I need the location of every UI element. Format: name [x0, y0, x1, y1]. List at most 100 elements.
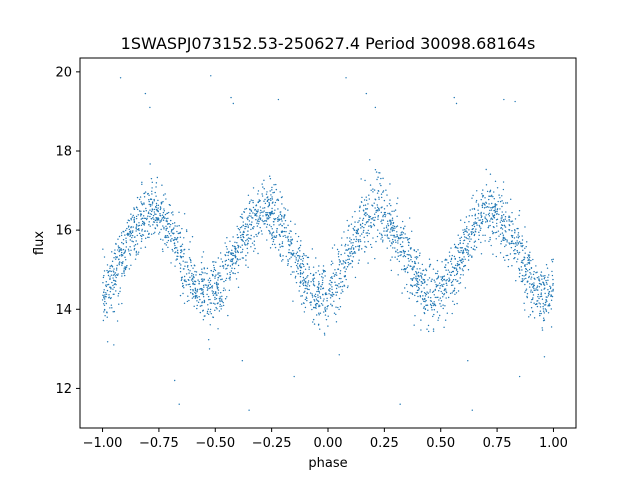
data-point: [385, 189, 387, 191]
data-point: [198, 273, 201, 276]
data-point: [230, 270, 233, 272]
data-point: [146, 230, 149, 232]
data-point: [363, 251, 366, 253]
data-point: [270, 199, 272, 202]
data-point: [427, 279, 429, 281]
data-point: [481, 215, 483, 217]
data-point: [294, 277, 297, 279]
data-point: [209, 324, 211, 326]
data-point: [514, 218, 517, 220]
data-point: [306, 285, 308, 287]
data-point: [121, 255, 123, 257]
data-point: [116, 256, 118, 258]
data-point: [457, 250, 459, 252]
data-point: [343, 285, 346, 287]
data-point: [232, 236, 234, 238]
data-point: [354, 252, 357, 254]
data-point: [247, 226, 249, 229]
data-point: [393, 234, 395, 237]
data-point: [195, 274, 197, 276]
data-point: [320, 276, 323, 278]
data-point: [380, 238, 382, 240]
data-point: [211, 290, 213, 292]
data-point: [148, 224, 150, 226]
data-point: [392, 221, 395, 224]
data-point: [310, 281, 312, 283]
data-point: [259, 226, 261, 229]
data-point: [149, 225, 151, 227]
data-point: [526, 257, 529, 259]
data-point: [270, 225, 272, 228]
data-point: [335, 291, 337, 293]
data-point: [488, 198, 490, 201]
data-point: [430, 296, 432, 299]
data-point: [417, 262, 420, 264]
data-point: [317, 288, 319, 291]
data-point: [530, 307, 533, 309]
data-point: [387, 224, 390, 227]
data-point: [466, 249, 469, 251]
data-point: [300, 263, 302, 265]
data-point: [265, 215, 267, 217]
data-point: [283, 230, 286, 233]
data-point: [232, 102, 235, 105]
data-point: [390, 221, 392, 223]
data-point: [430, 300, 433, 302]
data-point: [312, 278, 314, 280]
data-point: [112, 293, 114, 295]
data-point: [156, 225, 159, 227]
data-point: [304, 268, 307, 270]
data-point: [527, 262, 529, 264]
data-point: [165, 228, 167, 230]
data-point: [439, 303, 441, 305]
data-point: [301, 262, 304, 265]
data-point: [306, 263, 309, 265]
data-point: [147, 212, 150, 215]
data-point: [414, 262, 417, 265]
data-point: [513, 257, 515, 260]
data-point: [165, 244, 168, 246]
data-point: [541, 298, 544, 300]
data-point: [209, 298, 211, 301]
data-point: [271, 235, 273, 237]
data-point: [421, 281, 423, 283]
data-point: [129, 254, 132, 256]
data-point: [450, 247, 452, 249]
data-point: [545, 310, 548, 312]
data-point: [450, 257, 453, 260]
data-point: [485, 221, 487, 223]
data-point: [303, 302, 305, 305]
data-point: [194, 289, 197, 292]
data-point: [316, 302, 319, 305]
data-point: [383, 213, 386, 216]
data-point: [164, 213, 167, 216]
data-point: [106, 316, 108, 318]
data-point: [355, 232, 358, 235]
data-point: [424, 295, 427, 297]
data-point: [283, 207, 285, 209]
data-point: [237, 259, 239, 261]
data-point: [301, 272, 304, 275]
chart-title: 1SWASPJ073152.53-250627.4 Period 30098.6…: [121, 34, 536, 53]
data-point: [310, 301, 312, 303]
data-point: [433, 313, 435, 316]
data-point: [539, 310, 542, 312]
data-point: [135, 215, 138, 218]
data-point: [222, 267, 225, 269]
data-point: [340, 253, 342, 256]
data-point: [274, 218, 276, 221]
data-point: [495, 222, 498, 225]
data-point: [501, 220, 504, 223]
data-point: [450, 271, 453, 274]
data-point: [258, 220, 260, 223]
data-point: [166, 236, 168, 239]
data-point: [210, 269, 212, 272]
data-point: [489, 209, 491, 212]
data-point: [159, 220, 161, 222]
data-point: [530, 267, 533, 270]
data-point: [226, 265, 229, 267]
data-point: [407, 254, 410, 256]
data-point: [382, 216, 384, 218]
data-point: [479, 229, 482, 231]
data-point: [352, 248, 355, 250]
